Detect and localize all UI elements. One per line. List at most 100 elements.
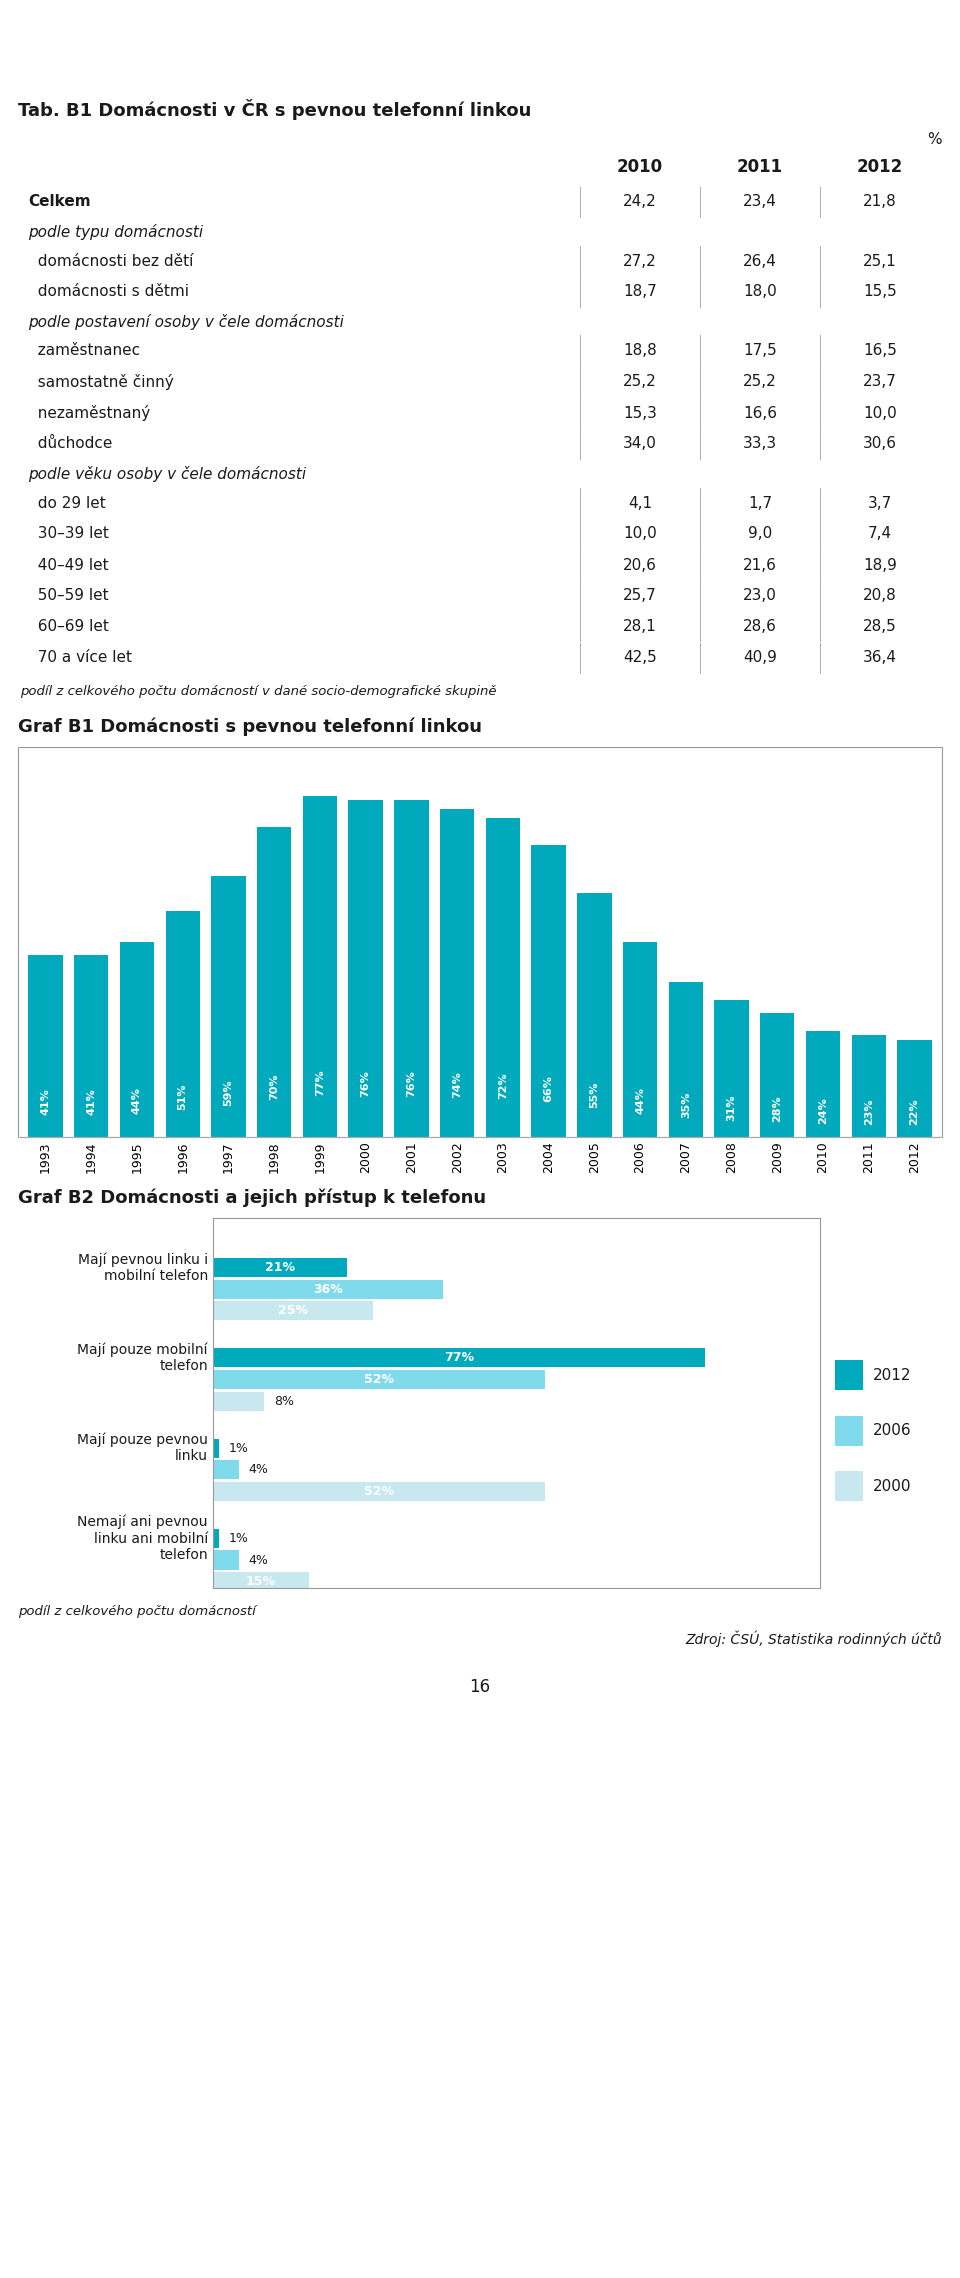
Text: 24,2: 24,2 — [623, 194, 657, 210]
Bar — [669, 982, 703, 1137]
Text: 55%: 55% — [589, 1082, 599, 1107]
Text: 59%: 59% — [224, 1080, 233, 1105]
Text: 15,5: 15,5 — [863, 285, 897, 298]
Bar — [213, 1349, 705, 1367]
Text: Graf B2 Domácnosti a jejich přístup k telefonu: Graf B2 Domácnosti a jejich přístup k te… — [18, 1189, 486, 1207]
Text: Tab. B1 Domácnosti v ČR s pevnou telefonní linkou: Tab. B1 Domácnosti v ČR s pevnou telefon… — [18, 98, 532, 118]
Text: 28,5: 28,5 — [863, 620, 897, 636]
Text: Zdroj: ČSÚ, Statistika rodinných účtů: Zdroj: ČSÚ, Statistika rodinných účtů — [685, 1631, 942, 1647]
Text: nezaměstnaný: nezaměstnaný — [28, 405, 151, 421]
Text: 4%: 4% — [248, 1554, 268, 1567]
Text: 2000: 2000 — [873, 1478, 911, 1494]
Text: 26,4: 26,4 — [743, 253, 777, 269]
Text: 18,7: 18,7 — [623, 285, 657, 298]
Text: 21,8: 21,8 — [863, 194, 897, 210]
Text: 28,1: 28,1 — [623, 620, 657, 636]
Bar — [835, 1472, 862, 1501]
Bar — [213, 1483, 545, 1501]
Text: podle typu domácnosti: podle typu domácnosti — [28, 223, 204, 239]
Text: 77%: 77% — [315, 1068, 324, 1096]
Text: Mají pevnou linku i
mobilní telefon: Mají pevnou linku i mobilní telefon — [78, 1253, 208, 1283]
Text: 4%: 4% — [248, 1462, 268, 1476]
Bar — [486, 818, 520, 1137]
Text: 18,9: 18,9 — [863, 558, 897, 572]
Bar — [898, 1039, 932, 1137]
Bar — [577, 893, 612, 1137]
Text: 70 a více let: 70 a více let — [28, 652, 132, 665]
Bar — [852, 1034, 886, 1137]
Text: podíl z celkového počtu domácností v dané socio-demografické skupině: podíl z celkového počtu domácností v dan… — [20, 686, 496, 699]
Bar — [74, 954, 108, 1137]
Bar — [213, 1392, 264, 1410]
Text: 15%: 15% — [246, 1574, 276, 1588]
Text: 23,0: 23,0 — [743, 588, 777, 604]
Text: 23,4: 23,4 — [743, 194, 777, 210]
Text: 30–39 let: 30–39 let — [28, 526, 108, 542]
Text: 28%: 28% — [773, 1096, 782, 1123]
Bar — [302, 795, 337, 1137]
Text: podle věku osoby v čele domácnosti: podle věku osoby v čele domácnosti — [28, 465, 306, 481]
Text: 40–49 let: 40–49 let — [28, 558, 108, 572]
Text: 2010: 2010 — [617, 157, 663, 175]
Text: 76%: 76% — [361, 1071, 371, 1096]
Text: 25,1: 25,1 — [863, 253, 897, 269]
Bar — [440, 809, 474, 1137]
Text: 16: 16 — [469, 1679, 491, 1697]
Bar — [213, 1572, 309, 1592]
Text: 42,5: 42,5 — [623, 652, 657, 665]
Bar — [213, 1369, 545, 1390]
Text: 77%: 77% — [444, 1351, 474, 1365]
Text: 70%: 70% — [269, 1073, 279, 1100]
Text: 2012: 2012 — [873, 1367, 911, 1383]
Text: 60–69 let: 60–69 let — [28, 620, 108, 636]
Text: 22%: 22% — [909, 1098, 920, 1125]
Text: %: % — [927, 132, 942, 146]
Text: 25%: 25% — [277, 1305, 308, 1317]
Text: Graf B1 Domácnosti s pevnou telefonní linkou: Graf B1 Domácnosti s pevnou telefonní li… — [18, 718, 482, 736]
Text: zaměstnanec: zaměstnanec — [28, 344, 140, 358]
Bar — [165, 911, 200, 1137]
Text: 34,0: 34,0 — [623, 437, 657, 451]
Text: podíl z celkového počtu domácností: podíl z celkového počtu domácností — [18, 1604, 255, 1617]
Text: 21%: 21% — [265, 1262, 295, 1273]
Text: domácnosti s dětmi: domácnosti s dětmi — [28, 285, 189, 298]
Text: 8%: 8% — [274, 1394, 294, 1408]
Text: 16,6: 16,6 — [743, 405, 777, 421]
Text: 20,6: 20,6 — [623, 558, 657, 572]
Text: 72%: 72% — [498, 1073, 508, 1098]
Text: Mají pouze mobilní
telefon: Mají pouze mobilní telefon — [78, 1342, 208, 1374]
Bar — [395, 800, 428, 1137]
Bar — [714, 1000, 749, 1137]
Text: Nemají ani pevnou
linku ani mobilní
telefon: Nemají ani pevnou linku ani mobilní tele… — [78, 1515, 208, 1563]
Bar — [805, 1030, 840, 1137]
Text: 9,0: 9,0 — [748, 526, 772, 542]
Text: 2011: 2011 — [737, 157, 783, 175]
Text: Celkem: Celkem — [28, 194, 90, 210]
Text: 17,5: 17,5 — [743, 344, 777, 358]
Bar — [532, 845, 565, 1137]
Text: 40,9: 40,9 — [743, 652, 777, 665]
Bar — [835, 1415, 862, 1447]
Text: 23,7: 23,7 — [863, 374, 897, 390]
Text: podle postavení osoby v čele domácnosti: podle postavení osoby v čele domácnosti — [28, 314, 344, 330]
Text: 20,8: 20,8 — [863, 588, 897, 604]
Text: 1%: 1% — [229, 1442, 249, 1456]
Bar — [213, 1529, 220, 1547]
Text: 66%: 66% — [543, 1075, 554, 1103]
Text: 2006: 2006 — [873, 1424, 911, 1437]
Text: 15,3: 15,3 — [623, 405, 657, 421]
Text: 74%: 74% — [452, 1071, 462, 1098]
Bar — [213, 1440, 220, 1458]
Text: 33,3: 33,3 — [743, 437, 777, 451]
Bar — [760, 1014, 795, 1137]
Bar — [213, 1257, 348, 1278]
Text: důchodce: důchodce — [28, 437, 112, 451]
Text: 24%: 24% — [818, 1098, 828, 1125]
Bar — [213, 1460, 238, 1478]
Bar — [623, 943, 658, 1137]
Text: 3,7: 3,7 — [868, 497, 892, 510]
Text: 51%: 51% — [178, 1084, 187, 1109]
Text: 1%: 1% — [229, 1531, 249, 1544]
Text: 50–59 let: 50–59 let — [28, 588, 108, 604]
Text: do 29 let: do 29 let — [28, 497, 106, 510]
